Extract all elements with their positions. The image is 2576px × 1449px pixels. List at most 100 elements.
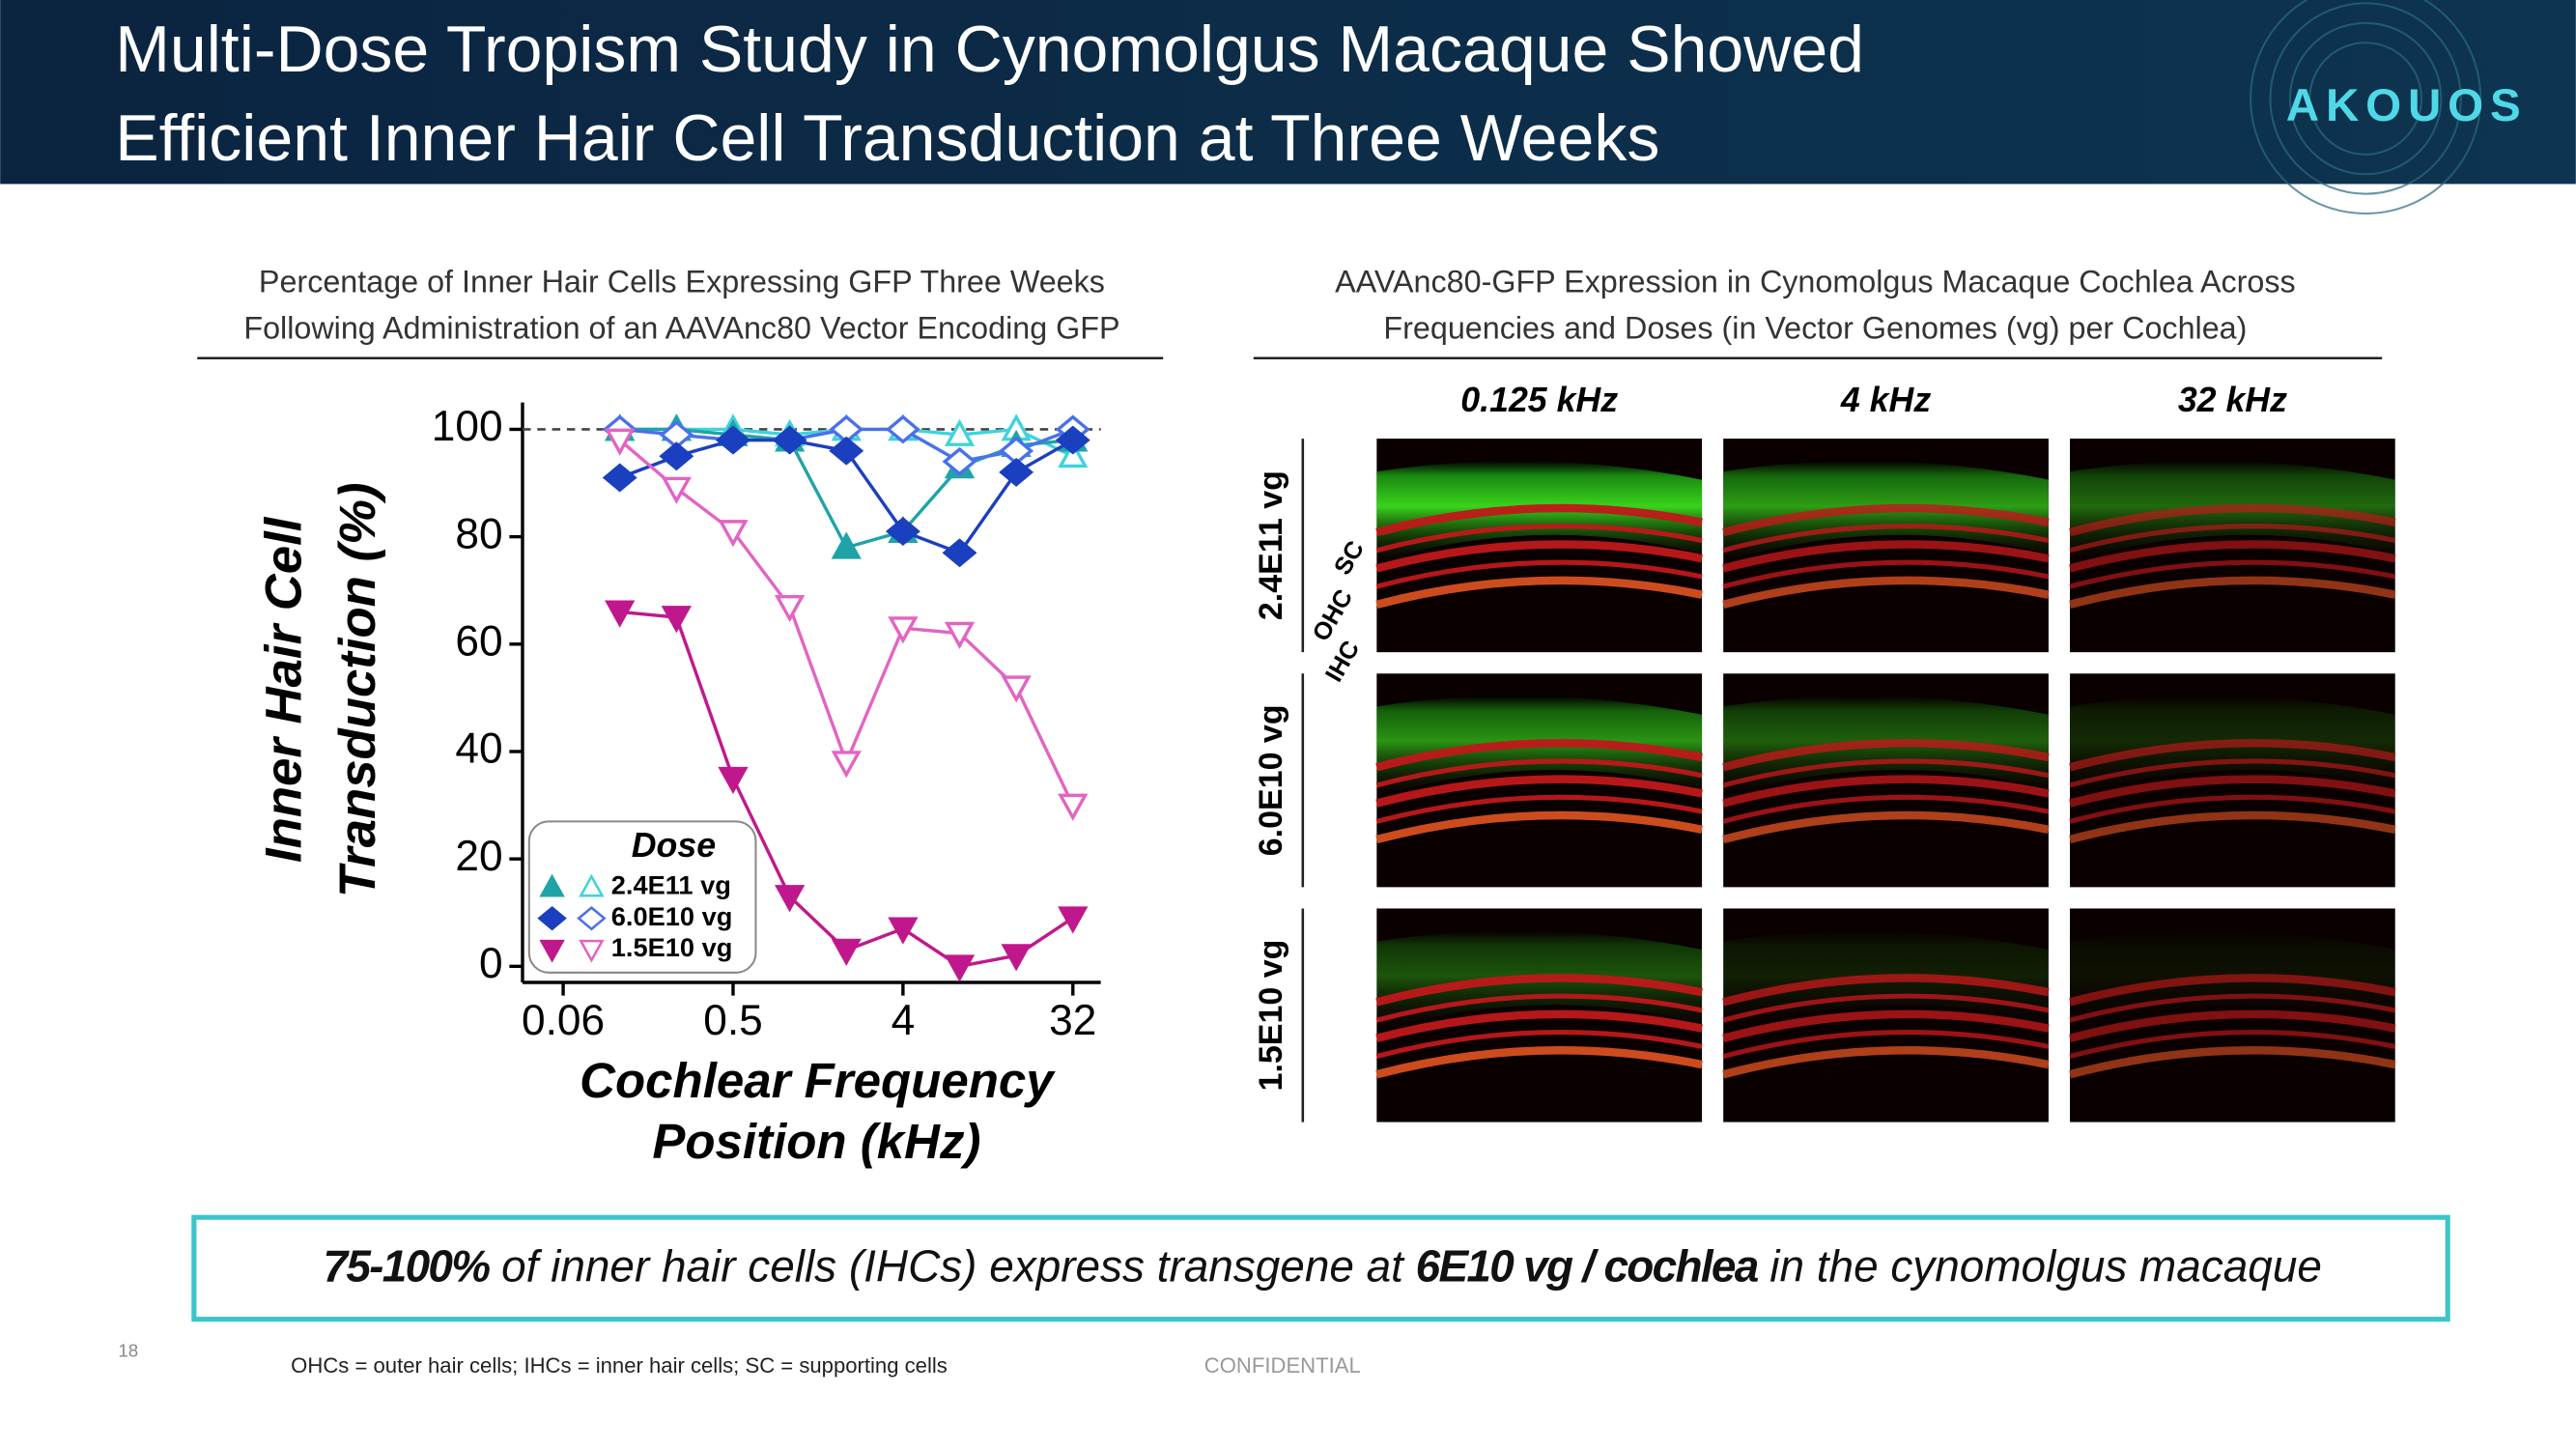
legend-marker [577, 905, 607, 931]
hair-cell-row [1375, 559, 1703, 589]
hair-cell-row [1722, 794, 2050, 824]
row-label: 2.4E11 vg [1253, 470, 1289, 620]
slide-title: Multi-Dose Tropism Study in Cynomolgus M… [115, 13, 1864, 86]
hair-cell-row [2068, 1046, 2396, 1079]
hair-cell-row [1722, 775, 2050, 808]
plot: 0 20 40 60 80 100 0.06 0.5 4 32 Dose 2.4E11 vg6.0E1… [432, 403, 1101, 1044]
marker-filled [944, 954, 976, 982]
callout-part: 75-100% [324, 1241, 491, 1292]
images-title: AAVAnc80-GFP Expression in Cynomolgus Ma… [1335, 265, 2296, 299]
hair-cell-row [1375, 1030, 1703, 1060]
hair-cell-row [2069, 993, 2396, 1023]
micrograph [2068, 908, 2396, 1122]
hair-cell-row [1375, 758, 1703, 788]
chart-title: Percentage of Inner Hair Cells Expressin… [259, 265, 1105, 299]
hair-cell-row [1722, 559, 2050, 589]
hair-cell-row [1375, 738, 1703, 772]
marker-filled [888, 917, 919, 945]
hair-cell-row [1722, 540, 2050, 573]
marker-open [944, 418, 976, 446]
row-label: 6.0E10 vg [1253, 704, 1289, 856]
callout-part: 6E10 vg / cochlea [1416, 1241, 1759, 1292]
marker-open [888, 616, 919, 644]
hair-cell-row [2068, 540, 2396, 573]
y-tick-label: 100 [432, 403, 503, 450]
y-tick-label: 60 [455, 617, 502, 665]
legend-label: 2.4E11 vg [611, 870, 731, 900]
legend-marker [579, 873, 605, 897]
hair-cell-row [1375, 503, 1703, 537]
hair-cell-row [1722, 974, 2050, 1007]
header-band [0, 0, 2576, 185]
marker-open [885, 414, 920, 444]
marker-open [1058, 440, 1089, 469]
marker-open [661, 476, 692, 504]
hair-cell-row [2069, 758, 2396, 788]
slide-title: Efficient Inner Hair Cell Transduction a… [115, 101, 1659, 175]
y-axis-label: Transduction (%) [329, 482, 386, 897]
marker-filled [829, 436, 864, 466]
micrograph [1722, 673, 2050, 888]
hair-cell-row [1375, 993, 1703, 1023]
x-tick-label: 32 [1049, 997, 1096, 1044]
marker-filled [831, 531, 862, 559]
callout-part: in the cynomolgus macaque [1758, 1241, 2322, 1292]
marker-filled [942, 538, 977, 568]
x-tick-label: 0.5 [703, 997, 762, 1044]
y-axis-label: Inner Hair Cell [256, 516, 313, 863]
callout-part: of inner hair cells (IHCs) express trans… [489, 1241, 1415, 1292]
hair-cell-row [2068, 503, 2396, 537]
micrograph [1722, 439, 2050, 653]
x-tick-label: 4 [892, 997, 916, 1044]
hair-cell-row [1375, 775, 1703, 808]
footnote: OHCs = outer hair cells; IHCs = inner ha… [291, 1353, 948, 1378]
hair-cell-row [1722, 993, 2050, 1023]
hair-cell-row [2069, 794, 2396, 824]
hair-cell-row [1722, 524, 2050, 554]
marker-filled [999, 457, 1034, 487]
hair-cell-row [1375, 540, 1703, 573]
callout-box [191, 1214, 2450, 1322]
legend-label: 1.5E10 vg [611, 932, 733, 962]
x-tick-label: 0.06 [522, 997, 605, 1044]
hair-cell-row [2069, 524, 2396, 554]
marker-open [831, 751, 862, 779]
column-header: 32 kHz [2178, 381, 2287, 419]
hair-cell-row [1375, 974, 1703, 1007]
legend-marker [537, 905, 567, 931]
y-tick-label: 80 [455, 510, 502, 557]
micrograph [2068, 673, 2396, 888]
legend-box [527, 820, 757, 974]
micrograph [1375, 439, 1703, 653]
hair-cell-row [1375, 1046, 1703, 1079]
marker-open [1058, 793, 1089, 821]
legend-marker [579, 939, 605, 963]
hair-cell-row [1722, 758, 2050, 788]
hair-cell-row [1722, 738, 2050, 772]
marker-open [944, 621, 976, 649]
callout: 75-100% of inner hair cells (IHCs) expre… [324, 1241, 2322, 1292]
column-header: 4 kHz [1840, 381, 1931, 419]
marker-filled [1058, 906, 1089, 934]
chart-title: Following Administration of an AAVAnc80 … [243, 310, 1119, 345]
hair-cell-row [2069, 559, 2396, 589]
marker-filled [885, 517, 920, 547]
logo: AKOUOS [2286, 80, 2528, 131]
y-tick-label: 20 [455, 833, 502, 880]
page-number: 18 [118, 1341, 138, 1361]
marker-filled [661, 606, 692, 634]
hair-cell-row [1722, 810, 2050, 844]
marker-filled [718, 766, 749, 795]
legend-marker [539, 873, 565, 897]
marker-open [942, 446, 977, 476]
hair-cell-row [1722, 576, 2050, 609]
micrograph [1375, 908, 1703, 1122]
confidential: CONFIDENTIAL [1204, 1353, 1361, 1378]
marker-open [605, 428, 636, 456]
x-axis-label: Cochlear Frequency [580, 1053, 1056, 1108]
column-header: 0.125 kHz [1460, 381, 1618, 419]
hair-cell-row [1375, 810, 1703, 844]
image-grid: 0.125 kHz 4 kHz 32 kHz 2.4E11 vg 6.0E10 vg 1.… [1253, 381, 2396, 1122]
images-title: Frequencies and Doses (in Vector Genomes… [1383, 310, 2247, 345]
